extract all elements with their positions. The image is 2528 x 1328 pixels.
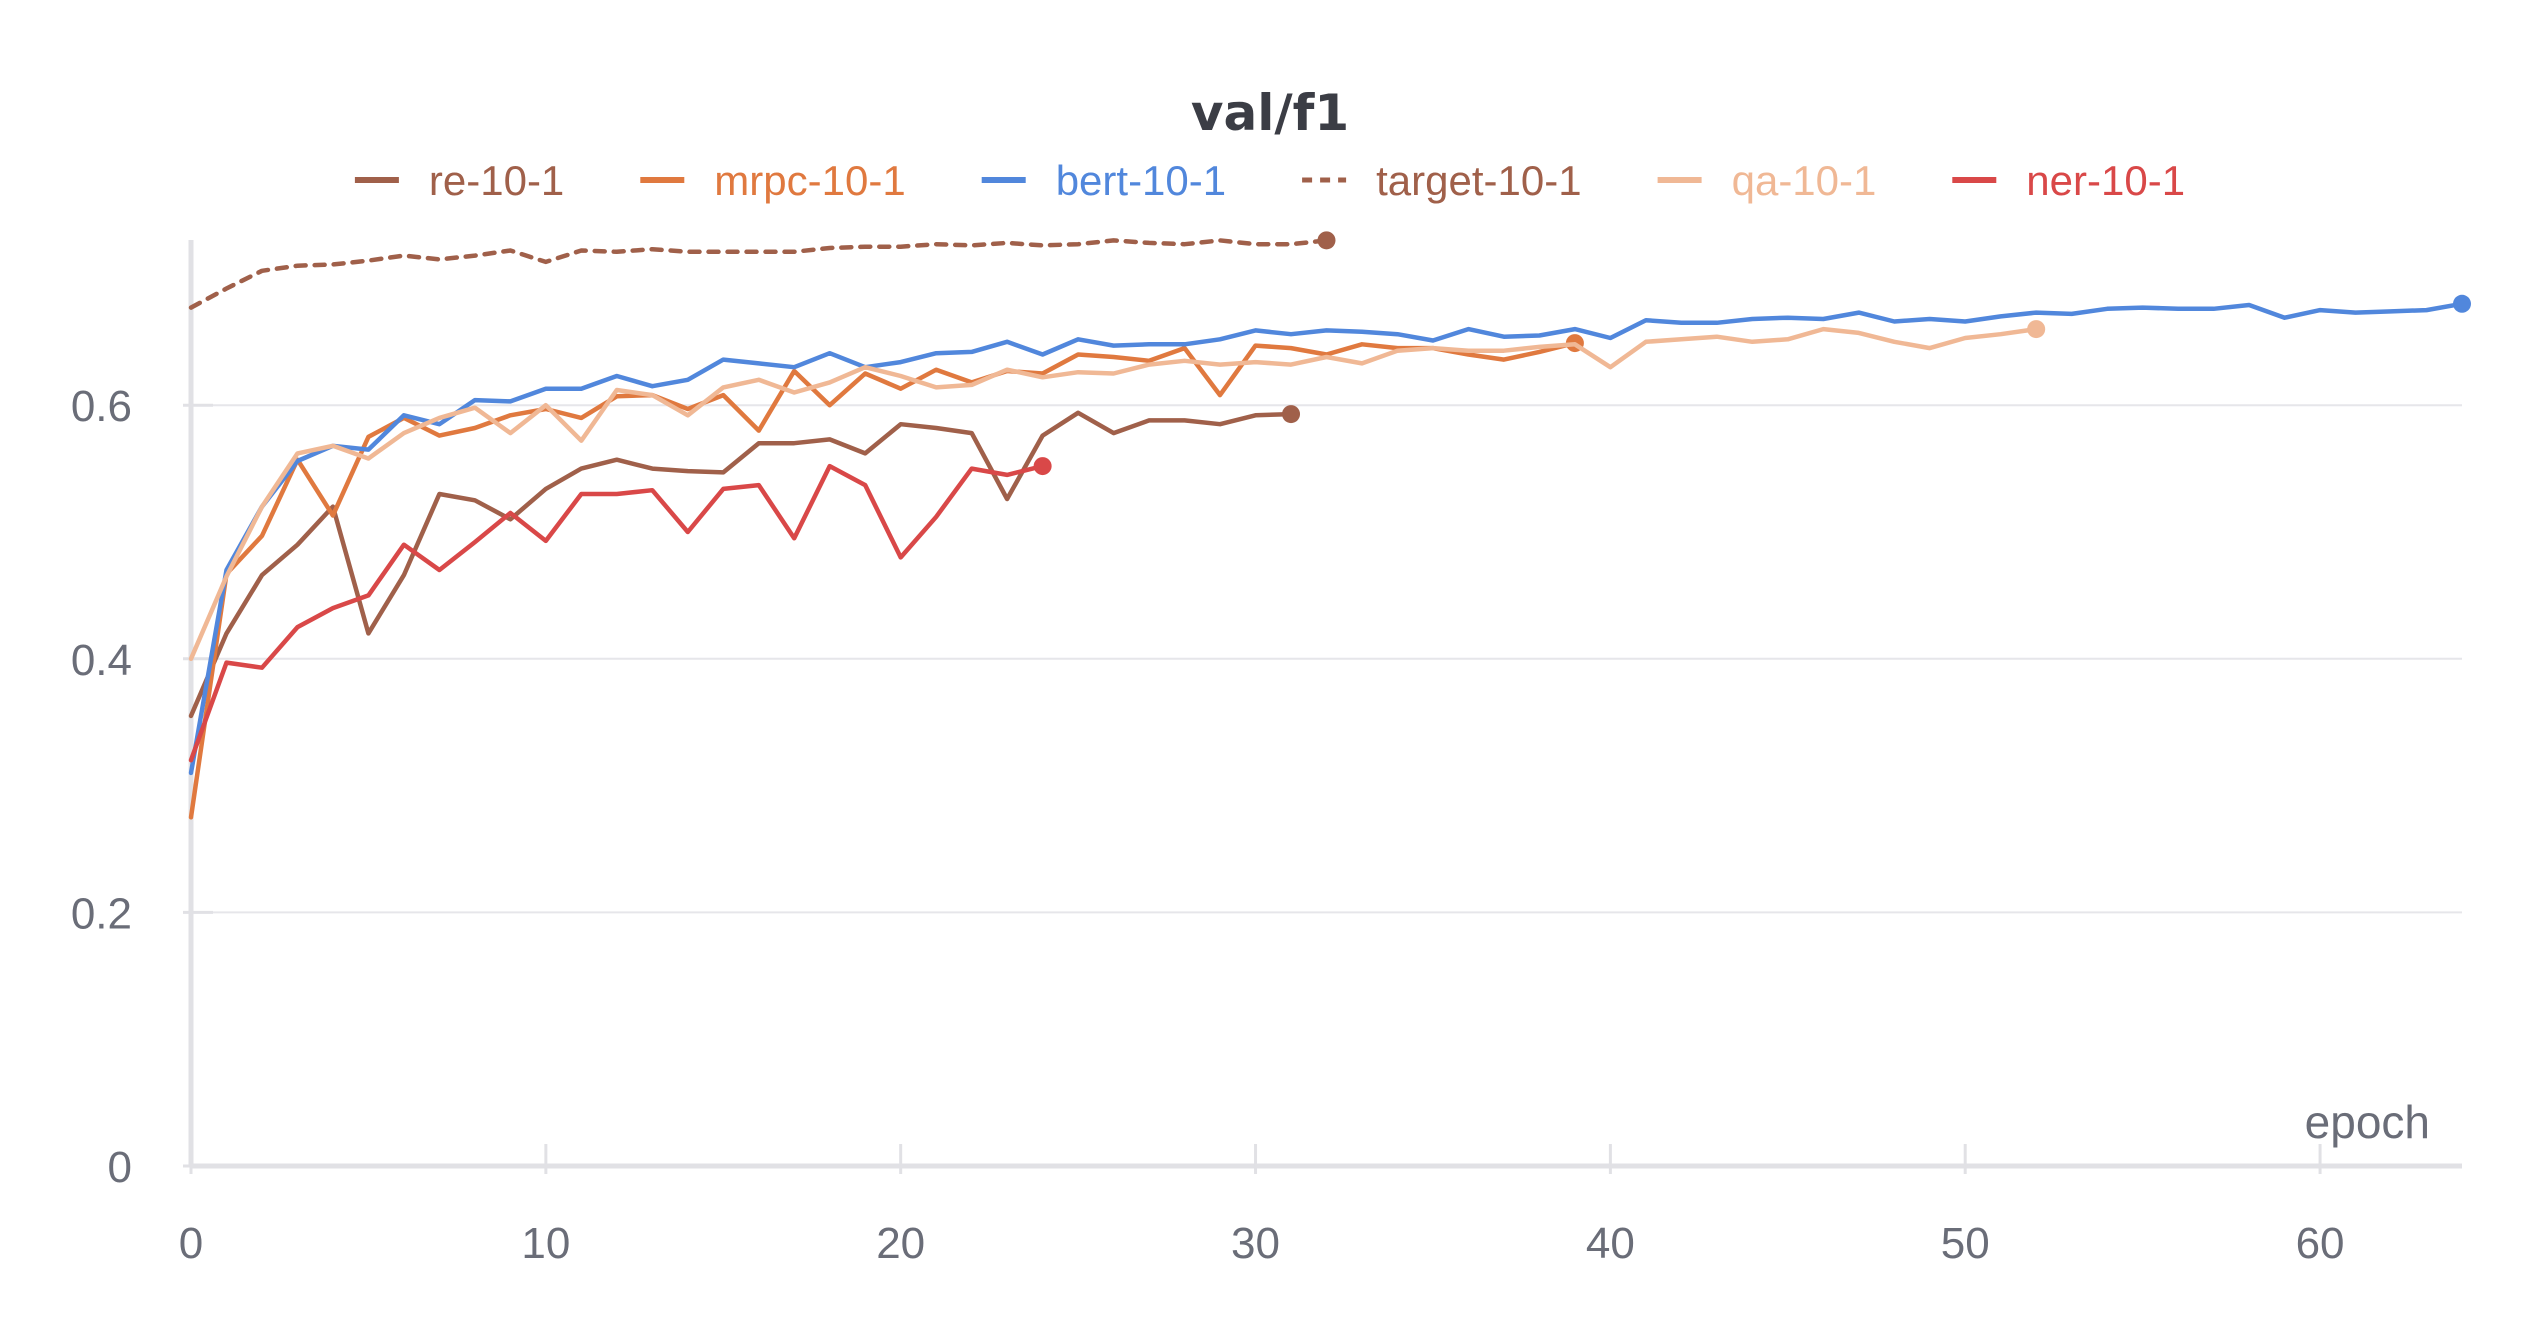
y-tick-label-0: 0 bbox=[108, 1143, 132, 1192]
series-end-marker-re-10-1 bbox=[1282, 405, 1301, 424]
series-end-marker-qa-10-1 bbox=[2027, 320, 2046, 339]
series-layer bbox=[188, 231, 2471, 820]
series-line-ner-10-1 bbox=[188, 463, 1045, 763]
legend-label-re-10-1: re-10-1 bbox=[429, 157, 564, 204]
legend-label-ner-10-1: ner-10-1 bbox=[2026, 157, 2185, 204]
x-tick-label-30: 30 bbox=[1231, 1219, 1280, 1268]
legend-label-bert-10-1: bert-10-1 bbox=[1056, 157, 1226, 204]
series-line-bert-10-1 bbox=[188, 301, 2465, 776]
series-ner-10-1 bbox=[188, 457, 1052, 763]
x-tick-label-60: 60 bbox=[2296, 1219, 2345, 1268]
axes bbox=[188, 240, 2462, 1169]
legend-item-bert-10-1[interactable]: bert-10-1 bbox=[981, 157, 1226, 204]
legend-item-qa-10-1[interactable]: qa-10-1 bbox=[1657, 157, 1877, 204]
y-axis-ticks: 0 0.2 0.4 0.6 bbox=[71, 382, 213, 1192]
x-tick-label-20: 20 bbox=[876, 1219, 925, 1268]
x-tick-label-50: 50 bbox=[1941, 1219, 1990, 1268]
series-line-target-10-1 bbox=[188, 238, 1329, 310]
x-tick-label-40: 40 bbox=[1586, 1219, 1635, 1268]
legend: re-10-1 mrpc-10-1 bert-10-1 target-10-1 qa-1… bbox=[354, 157, 2185, 204]
grid-lines bbox=[191, 404, 2462, 914]
chart-title: val/f1 bbox=[1191, 84, 1349, 142]
series-re-10-1 bbox=[188, 405, 1301, 719]
x-tick-label-0: 0 bbox=[179, 1219, 203, 1268]
x-axis-label: epoch bbox=[2305, 1096, 2430, 1148]
series-end-marker-bert-10-1 bbox=[2453, 294, 2471, 313]
legend-item-ner-10-1[interactable]: ner-10-1 bbox=[1952, 157, 2185, 204]
legend-item-target-10-1[interactable]: target-10-1 bbox=[1302, 157, 1582, 204]
legend-item-mrpc-10-1[interactable]: mrpc-10-1 bbox=[640, 157, 906, 204]
series-target-10-1 bbox=[188, 231, 1336, 310]
series-end-marker-ner-10-1 bbox=[1033, 457, 1052, 476]
x-axis-ticks: 0 10 20 30 40 50 60 bbox=[179, 1144, 2345, 1268]
y-tick-label-0-2: 0.2 bbox=[71, 889, 132, 938]
series-end-marker-target-10-1 bbox=[1317, 231, 1336, 250]
series-line-qa-10-1 bbox=[188, 326, 2039, 662]
y-tick-label-0-4: 0.4 bbox=[71, 636, 132, 685]
x-tick-label-10: 10 bbox=[521, 1219, 570, 1268]
series-bert-10-1 bbox=[188, 294, 2471, 776]
legend-label-qa-10-1: qa-10-1 bbox=[1732, 157, 1877, 204]
legend-item-re-10-1[interactable]: re-10-1 bbox=[354, 157, 564, 204]
legend-label-target-10-1: target-10-1 bbox=[1376, 157, 1581, 204]
y-tick-label-0-6: 0.6 bbox=[71, 382, 132, 431]
series-mrpc-10-1 bbox=[188, 334, 1584, 820]
legend-label-mrpc-10-1: mrpc-10-1 bbox=[714, 157, 905, 204]
series-qa-10-1 bbox=[188, 320, 2046, 662]
series-line-re-10-1 bbox=[188, 410, 1294, 719]
